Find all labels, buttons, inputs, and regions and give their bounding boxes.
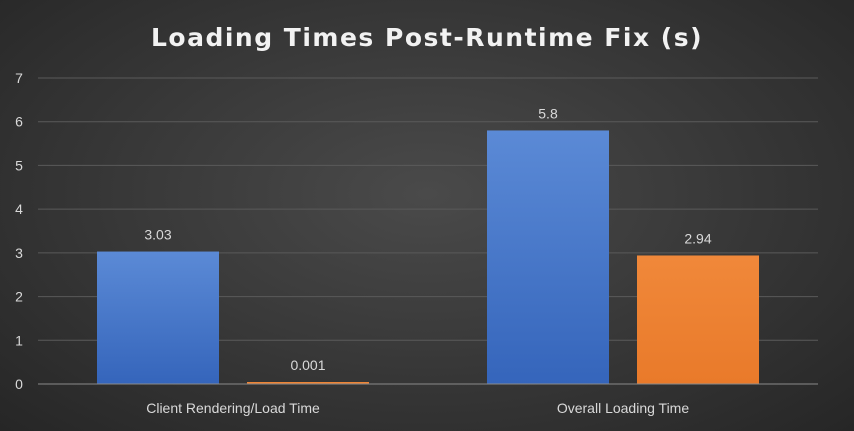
y-tick-label: 1 [15,332,23,348]
y-tick-label: 6 [15,114,23,130]
y-tick-label: 0 [15,376,23,392]
bar-series2-1 [247,382,369,384]
bar-series1-2 [487,130,609,384]
data-label: 3.03 [144,227,171,243]
data-label: 0.001 [290,357,325,373]
x-category-label: Overall Loading Time [557,400,690,416]
y-tick-label: 3 [15,245,23,261]
y-tick-label: 7 [15,70,23,86]
bar-series2-2 [637,255,759,384]
y-tick-label: 5 [15,157,23,173]
data-label: 2.94 [684,230,711,246]
x-category-label: Client Rendering/Load Time [146,400,320,416]
data-labels: 3.03 0.001 5.8 2.94 [144,105,711,373]
y-tick-label: 4 [15,201,23,217]
y-tick-label: 2 [15,289,23,305]
data-label: 5.8 [538,105,558,121]
chart-title: Loading Times Post-Runtime Fix (s) [151,23,703,52]
y-axis-ticks: 0 1 2 3 4 5 6 7 [15,70,23,392]
bars [97,130,759,384]
bar-series1-1 [97,251,219,384]
x-axis-categories: Client Rendering/Load Time Overall Loadin… [146,400,689,416]
